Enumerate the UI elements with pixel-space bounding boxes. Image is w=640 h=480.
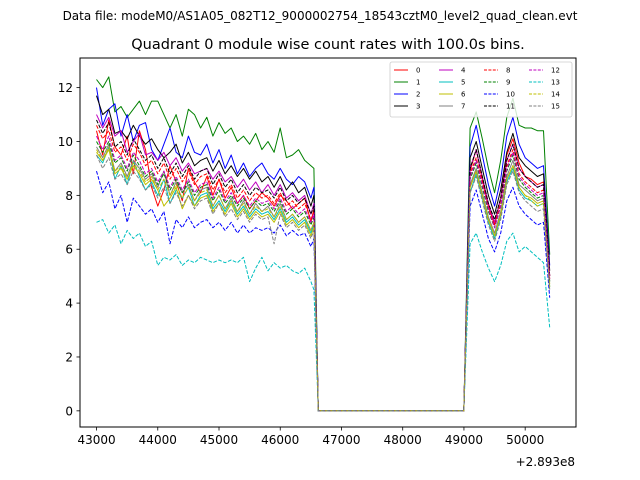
legend-label-6: 6 xyxy=(461,91,466,99)
x-tick-label: 46000 xyxy=(261,433,299,447)
legend-label-2: 2 xyxy=(416,91,420,99)
legend-label-5: 5 xyxy=(461,79,465,87)
series-line-13 xyxy=(96,219,551,412)
legend-label-3: 3 xyxy=(416,103,420,111)
x-tick-label: 44000 xyxy=(139,433,177,447)
y-axis: 0 2 4 6 8 10 12 xyxy=(58,81,80,418)
y-tick-label: 8 xyxy=(65,189,73,203)
x-axis: 43000 44000 45000 46000 47000 48000 49000 50000 xyxy=(77,427,544,447)
x-tick-label: 43000 xyxy=(77,433,115,447)
y-tick-label: 0 xyxy=(65,404,73,418)
y-tick-label: 4 xyxy=(65,297,73,311)
legend-label-4: 4 xyxy=(461,67,466,75)
y-tick-label: 6 xyxy=(65,243,73,257)
legend-frame xyxy=(389,61,573,118)
legend-label-1: 1 xyxy=(416,79,420,87)
plot-area xyxy=(96,76,551,412)
chart-title: Quadrant 0 module wise count rates with … xyxy=(131,37,525,53)
x-tick-label: 48000 xyxy=(384,433,422,447)
axes-frame xyxy=(79,57,577,428)
x-tick-label: 49000 xyxy=(445,433,483,447)
series-line-15 xyxy=(96,154,551,412)
legend-label-9: 9 xyxy=(506,79,510,87)
chart-suptitle: Data file: modeM0/AS1A05_082T12_90000027… xyxy=(63,9,578,23)
x-tick-label: 47000 xyxy=(322,433,360,447)
x-tick-label: 45000 xyxy=(200,433,238,447)
legend-label-12: 12 xyxy=(551,67,560,75)
legend-label-11: 11 xyxy=(506,103,515,111)
x-tick-label: 50000 xyxy=(506,433,544,447)
x-offset-label: +2.893e8 xyxy=(516,455,575,469)
legend-label-10: 10 xyxy=(506,91,515,99)
series-line-14 xyxy=(96,146,551,412)
legend-label-7: 7 xyxy=(461,103,465,111)
legend-label-13: 13 xyxy=(551,79,560,87)
legend-label-15: 15 xyxy=(551,103,560,111)
legend-label-8: 8 xyxy=(506,67,510,75)
legend-label-0: 0 xyxy=(416,67,420,75)
y-tick-label: 2 xyxy=(65,350,73,364)
legend-label-14: 14 xyxy=(551,91,560,99)
y-tick-label: 10 xyxy=(58,135,73,149)
y-tick-label: 12 xyxy=(58,81,73,95)
